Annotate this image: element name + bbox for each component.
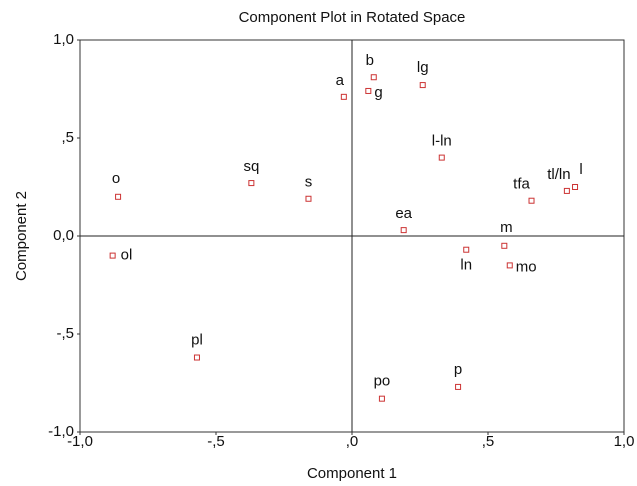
y-tick-label: -1,0 <box>48 423 74 440</box>
x-tick-label: -1,0 <box>67 433 93 450</box>
point-label: m <box>500 219 513 236</box>
point <box>378 395 385 402</box>
x-tick-label: ,5 <box>482 433 495 450</box>
point <box>400 227 407 234</box>
point <box>305 195 312 202</box>
point-label: po <box>374 373 391 390</box>
point-label: lg <box>417 59 429 76</box>
point <box>463 246 470 253</box>
point-label: b <box>366 52 374 69</box>
point <box>248 180 255 187</box>
point-label: g <box>374 84 382 101</box>
point-label: sq <box>243 158 259 175</box>
point <box>115 193 122 200</box>
point-label: l <box>579 161 582 178</box>
x-tick-label: ,0 <box>346 433 359 450</box>
point-label: ln <box>460 257 472 274</box>
point <box>419 82 426 89</box>
point <box>193 354 200 361</box>
x-axis-label: Component 1 <box>307 465 397 482</box>
point-label: p <box>454 361 462 378</box>
point-label: s <box>305 174 313 191</box>
point <box>501 242 508 249</box>
y-tick-label: 0,0 <box>53 227 74 244</box>
point <box>572 184 579 190</box>
point-label: pl <box>191 331 203 348</box>
point <box>528 197 535 204</box>
y-tick-label: -,5 <box>56 325 74 342</box>
point <box>506 262 513 269</box>
y-tick-label: 1,0 <box>53 31 74 48</box>
point <box>340 93 347 100</box>
point-label: tfa <box>513 176 530 193</box>
chart-title: Component Plot in Rotated Space <box>239 9 466 26</box>
point-label: l-ln <box>432 133 452 150</box>
point-label: o <box>112 170 120 187</box>
point <box>365 87 372 94</box>
x-tick-label: -,5 <box>207 433 225 450</box>
point <box>563 187 570 194</box>
point <box>370 74 377 81</box>
point-label: ol <box>121 247 133 264</box>
y-tick-label: ,5 <box>61 129 74 146</box>
point <box>455 383 462 390</box>
point-label: a <box>336 72 345 89</box>
point-label: mo <box>516 258 537 275</box>
point <box>438 154 445 161</box>
point <box>109 252 116 259</box>
point-label: ea <box>395 205 412 222</box>
y-axis-label: Component 2 <box>13 191 30 281</box>
point-label: tl/ln <box>547 166 570 183</box>
x-tick-label: 1,0 <box>614 433 635 450</box>
